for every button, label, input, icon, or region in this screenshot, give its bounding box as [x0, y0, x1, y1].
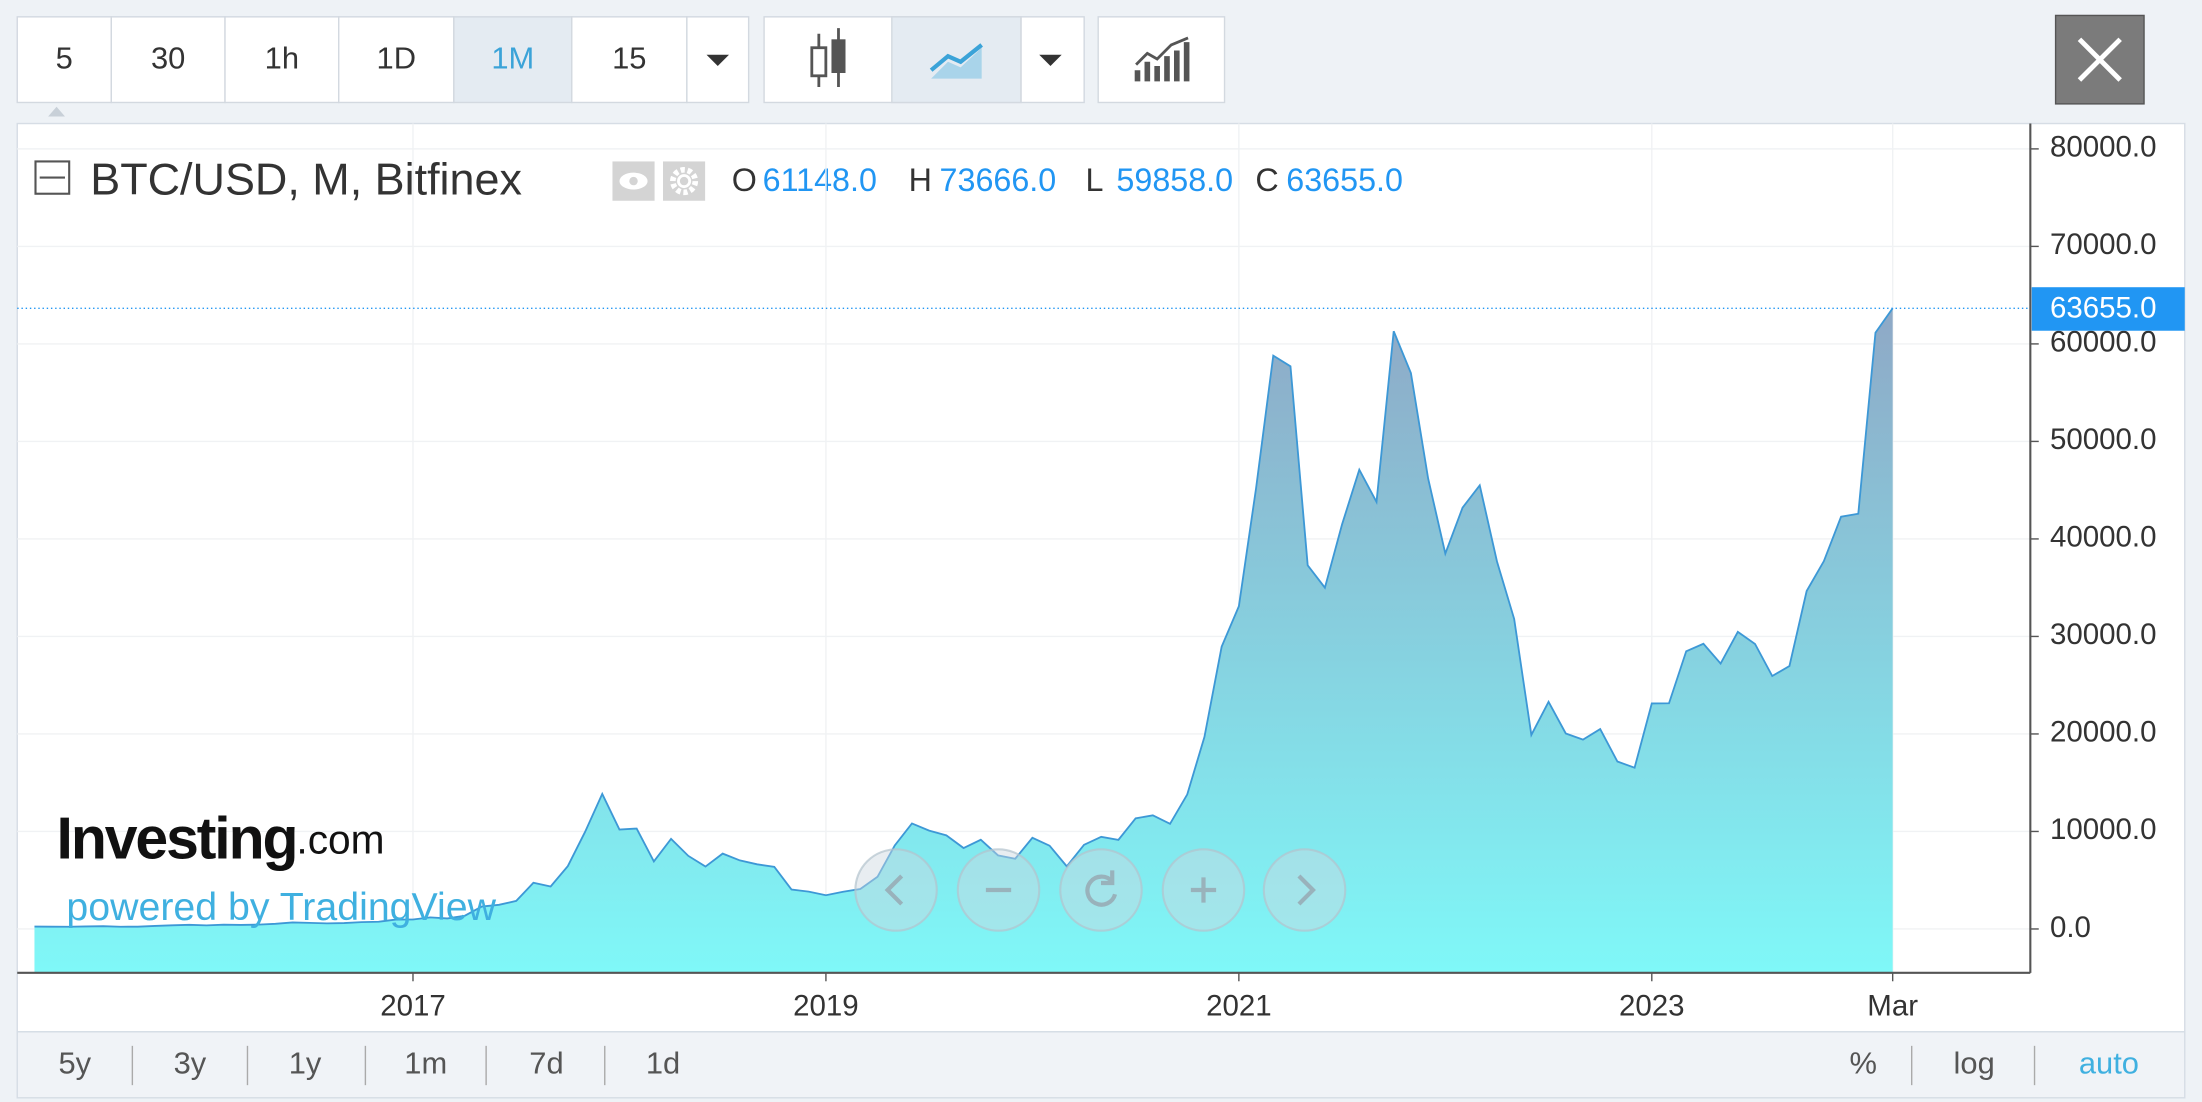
footer-bar [16, 1031, 2186, 1099]
left-icon [884, 874, 904, 906]
watermark-brand: Investing.com [57, 806, 385, 871]
y-tick-label: 40000.0 [2050, 521, 2157, 554]
scroll-left-button[interactable] [854, 848, 938, 932]
ohlc-value: 59858.0 [1116, 162, 1233, 198]
range-button[interactable]: 1d [646, 1046, 680, 1081]
last-price-badge [2031, 287, 2185, 331]
x-tick-label: 2021 [1206, 990, 1272, 1023]
brand-suffix: .com [296, 816, 384, 862]
y-tick-label: 20000.0 [2050, 716, 2157, 749]
eye-pupil [629, 176, 638, 186]
ohlc-name: O [732, 162, 757, 198]
interval-label[interactable]: 1M [491, 41, 534, 76]
interval-label[interactable]: 1h [265, 41, 299, 76]
x-tick-label: 2017 [380, 990, 446, 1023]
x-tick-label: 2019 [793, 990, 859, 1023]
interval-button[interactable] [16, 16, 113, 104]
watermark-tagline: powered by TradingView [66, 885, 496, 929]
interval-label[interactable]: 5 [56, 41, 73, 76]
button-bg [1097, 16, 1226, 104]
interval-button[interactable] [453, 16, 573, 104]
ohlc-name: H [909, 162, 932, 198]
reset-icon [1085, 870, 1118, 907]
scale-option[interactable]: log [1954, 1046, 1995, 1081]
price-line [34, 307, 1894, 928]
close-button[interactable] [2054, 14, 2145, 105]
interval-button[interactable] [571, 16, 688, 104]
collapse-icon[interactable] [34, 160, 71, 195]
plus-icon [1190, 877, 1217, 903]
trend-icon [1135, 36, 1189, 66]
close-icon [2077, 37, 2122, 82]
toolbar-pointer [48, 106, 65, 117]
ui-controls: 5 30 1h 1D 1M 15 5y 3y 1y 1m 7d 1d% log auto [16, 16, 2139, 1086]
dropdown-arrow[interactable] [706, 54, 729, 66]
scroll-right-button[interactable] [1262, 848, 1347, 932]
scale-option[interactable]: auto [2079, 1046, 2139, 1081]
nav-icons [884, 870, 1316, 907]
y-tick-label: 50000.0 [2050, 423, 2157, 456]
brand-name: Investing [57, 806, 297, 871]
range-button[interactable]: 1y [289, 1046, 322, 1081]
ohlc-value: 63655.0 [1286, 162, 1403, 198]
last-price-label: 63655.0 [2050, 291, 2157, 324]
range-button[interactable]: 7d [529, 1046, 563, 1081]
gear-icon [670, 167, 699, 196]
line-icon-fill [931, 47, 982, 79]
y-tick-label: 80000.0 [2050, 131, 2157, 164]
interval-button[interactable] [110, 16, 226, 104]
x-tick-label: 2023 [1619, 990, 1685, 1023]
bars-icon [1134, 42, 1190, 82]
y-tick-label: 60000.0 [2050, 326, 2157, 359]
gear-hub [677, 174, 692, 189]
ohlc-name: L [1086, 162, 1104, 198]
range-button[interactable]: 5y [59, 1046, 92, 1081]
right-icon [1297, 874, 1316, 906]
reset-button[interactable] [1059, 848, 1143, 932]
plot: O 61148.0 H 73666.0 L 59858.0 C 63655.00.010000… [17, 123, 2185, 1023]
interval-label[interactable]: 30 [151, 41, 185, 76]
y-tick-label: 70000.0 [2050, 228, 2157, 261]
range-button[interactable]: 1m [404, 1046, 447, 1081]
area-fill [34, 308, 1893, 973]
candle-body [810, 46, 828, 78]
interval-label[interactable]: 1D [377, 41, 416, 76]
chart-title: BTC/USD, M, Bitfinex [90, 153, 522, 204]
x-tick-label: Mar [1867, 990, 1918, 1023]
y-tick-label: 10000.0 [2050, 813, 2157, 846]
nav-buttons [854, 848, 1347, 932]
ohlc-name: C [1255, 162, 1278, 198]
interval-label[interactable]: 15 [612, 41, 646, 76]
scale-option[interactable]: % [1850, 1046, 1877, 1081]
interval-button[interactable] [224, 16, 340, 104]
candle-button[interactable] [810, 28, 846, 88]
candle-body [831, 39, 846, 73]
ohlc-value: 61148.0 [763, 162, 877, 198]
line-icon [929, 43, 983, 72]
range-button[interactable]: 3y [174, 1046, 207, 1081]
chart-type-group [763, 16, 1085, 104]
interval-button[interactable] [338, 16, 455, 104]
dropdown-arrow[interactable] [1039, 54, 1062, 66]
y-tick-label: 30000.0 [2050, 618, 2157, 651]
indicators-button[interactable] [1097, 16, 1226, 104]
ohlc-value: 73666.0 [940, 162, 1057, 198]
y-tick-label: 0.0 [2050, 911, 2091, 944]
